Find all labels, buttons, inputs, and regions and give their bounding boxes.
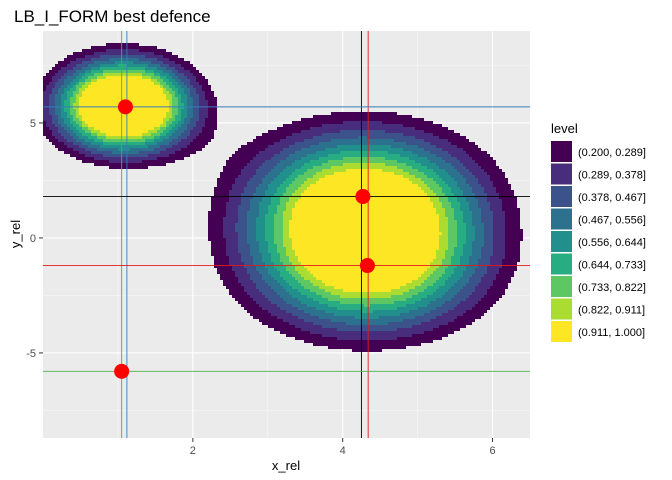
legend-entry-label: (0.289, 0.378] [578,170,646,182]
y-tick-label: 0 [30,233,36,245]
legend-entry-label: (0.556, 0.644] [578,237,646,249]
legend-entry-label: (0.733, 0.822] [578,282,646,294]
contour-band-4 [55,58,484,325]
legend-key [551,253,572,275]
y-tick-label: 5 [30,118,36,130]
legend-entry-label: (0.467, 0.556] [578,215,646,227]
x-axis-title: x_rel [272,458,300,473]
data-point [359,258,375,274]
legend-entry-label: (0.378, 0.467] [578,192,646,204]
contour-band-3 [49,55,493,331]
data-points [114,99,375,379]
legend-key [551,321,572,342]
legend-key [551,186,572,207]
density-contours [43,43,523,352]
data-point [114,363,130,379]
x-tick-label: 4 [340,445,346,457]
legend-key [551,276,572,297]
contour-band-2 [43,49,505,340]
y-tick-label: -5 [26,348,36,360]
axes: 2 4 6 -5 0 5 [26,118,495,457]
chart-title: LB_I_FORM best defence [14,7,211,26]
legend-entry-label: (0.644, 0.733] [578,260,646,272]
legend-entry-label: (0.911, 1.000] [578,327,645,339]
contour-band-5 [61,61,475,319]
contour-band-1 [43,43,523,352]
contour-band-9 [79,76,442,292]
reference-lines [43,31,530,438]
legend-key [551,163,572,185]
x-tick-label: 2 [190,445,196,457]
legend-key [551,208,572,230]
legend-title: level [551,121,578,136]
legend: level (0.200, 0.289] (0.289, 0.378] (0.378… [551,121,646,342]
legend-entry-label: (0.200, 0.289] [578,147,646,159]
y-axis-title: y_rel [8,220,23,248]
legend-key [551,298,572,320]
x-tick-label: 6 [489,445,495,457]
legend-key [551,141,572,162]
legend-entry-label: (0.822, 0.911] [578,305,645,317]
data-point [117,99,133,115]
legend-key [551,231,572,252]
data-point [355,189,371,205]
